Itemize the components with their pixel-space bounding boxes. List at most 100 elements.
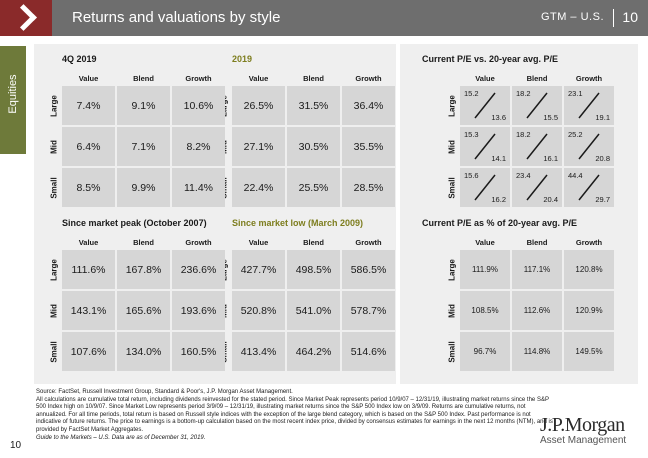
return-cell: 28.5% — [342, 168, 395, 207]
pe-cell: 18.2 15.5 — [512, 86, 562, 125]
return-cell: 541.0% — [287, 291, 340, 330]
current-pe: 25.2 — [568, 130, 583, 139]
current-pe: 15.3 — [464, 130, 479, 139]
pe-pct-cell: 96.7% — [460, 332, 510, 371]
return-cell: 9.1% — [117, 86, 170, 125]
row-label-large: Large — [49, 258, 59, 281]
return-cell: 35.5% — [342, 127, 395, 166]
pe-cell: 23.4 20.4 — [512, 168, 562, 207]
return-cell: 10.6% — [172, 86, 225, 125]
avg-pe: 16.2 — [491, 195, 506, 204]
pe-cell: 44.4 29.7 — [564, 168, 614, 207]
diagonal-divider — [564, 168, 614, 207]
diagonal-divider — [564, 127, 614, 166]
logo-subtitle: Asset Management — [540, 435, 627, 446]
col-header-blend: Blend — [303, 238, 324, 247]
avg-pe: 16.1 — [543, 154, 558, 163]
return-cell: 31.5% — [287, 86, 340, 125]
pe-vs-avg-grid: 15.2 13.6 18.2 15.5 23.1 19.1 15.3 14.1 18.2… — [460, 86, 614, 207]
avg-pe: 20.4 — [543, 195, 558, 204]
col-header-growth: Growth — [575, 238, 603, 247]
col-header-growth: Growth — [185, 238, 212, 247]
avg-pe: 29.7 — [595, 195, 610, 204]
pe-vs-avg-title: Current P/E vs. 20-year avg. P/E — [422, 54, 559, 64]
guide-note: Guide to the Markets – U.S. Data are as … — [36, 434, 206, 441]
pe-pct-cell: 112.6% — [512, 291, 562, 330]
return-cell: 520.8% — [232, 291, 285, 330]
current-pe: 15.6 — [464, 171, 479, 180]
pe-cell: 15.2 13.6 — [460, 86, 510, 125]
avg-pe: 15.5 — [543, 113, 558, 122]
diagonal-divider — [460, 86, 510, 125]
avg-pe: 13.6 — [491, 113, 506, 122]
pe-pct-cell: 114.8% — [512, 332, 562, 371]
pe-pct-cell: 108.5% — [460, 291, 510, 330]
row-label-large: Large — [447, 258, 457, 281]
return-cell: 7.4% — [62, 86, 115, 125]
diagonal-divider — [512, 168, 562, 207]
current-pe: 18.2 — [516, 89, 531, 98]
current-pe: 23.1 — [568, 89, 583, 98]
return-cell: 26.5% — [232, 86, 285, 125]
pe-pct-cell: 120.9% — [564, 291, 614, 330]
row-label-mid: Mid — [447, 303, 457, 318]
return-cell: 586.5% — [342, 250, 395, 289]
logo-wordmark: J.P.Morgan — [540, 414, 625, 436]
row-label-mid: Mid — [49, 303, 59, 318]
return-cell: 578.7% — [342, 291, 395, 330]
row-label-small: Small — [447, 340, 457, 363]
row-label-large: Large — [447, 94, 457, 117]
avg-pe: 19.1 — [595, 113, 610, 122]
header-page-number: 10 — [622, 9, 638, 25]
since-low-title: Since market low (March 2009) — [232, 218, 364, 228]
return-cell: 30.5% — [287, 127, 340, 166]
since-peak-grid: 111.6% 167.8% 236.6% 143.1% 165.6% 193.6… — [62, 250, 225, 371]
current-pe: 23.4 — [516, 171, 531, 180]
return-cell: 134.0% — [117, 332, 170, 371]
return-cell: 111.6% — [62, 250, 115, 289]
return-cell: 236.6% — [172, 250, 225, 289]
row-label-small: Small — [447, 176, 457, 199]
pe-cell: 23.1 19.1 — [564, 86, 614, 125]
return-cell: 427.7% — [232, 250, 285, 289]
row-label-mid: Mid — [447, 139, 457, 154]
row-label-large: Large — [49, 94, 59, 117]
current-pe: 15.2 — [464, 89, 479, 98]
avg-pe: 14.1 — [491, 154, 506, 163]
col-header-blend: Blend — [526, 238, 548, 247]
col-header-blend: Blend — [303, 74, 324, 83]
row-label-mid: Mid — [49, 139, 59, 154]
col-header-blend: Blend — [133, 74, 154, 83]
col-header-growth: Growth — [355, 238, 382, 247]
year-2019-title: 2019 — [232, 54, 253, 64]
pe-pct-cell: 149.5% — [564, 332, 614, 371]
pe-cell: 18.2 16.1 — [512, 127, 562, 166]
col-header-value: Value — [248, 74, 269, 83]
gtm-label: GTM – U.S. — [540, 11, 604, 23]
avg-pe: 20.8 — [595, 154, 610, 163]
since-low-grid: 427.7% 498.5% 586.5% 520.8% 541.0% 578.7… — [232, 250, 395, 371]
year-2019-grid: 26.5% 31.5% 36.4% 27.1% 30.5% 35.5% 22.4… — [232, 86, 395, 207]
return-cell: 36.4% — [342, 86, 395, 125]
return-cell: 9.9% — [117, 168, 170, 207]
q4-2019-grid: 7.4% 9.1% 10.6% 6.4% 7.1% 8.2% 8.5% 9.9%… — [62, 86, 225, 207]
current-pe: 44.4 — [568, 171, 583, 180]
since-peak-title: Since market peak (October 2007) — [62, 218, 207, 228]
return-cell: 22.4% — [232, 168, 285, 207]
return-cell: 165.6% — [117, 291, 170, 330]
header-divider — [613, 9, 614, 27]
footnotes: Source: FactSet, Russell Investment Grou… — [36, 389, 556, 442]
header-bar: Returns and valuations by style GTM – U.… — [0, 0, 648, 36]
col-header-value: Value — [78, 74, 99, 83]
return-cell: 413.4% — [232, 332, 285, 371]
return-cell: 25.5% — [287, 168, 340, 207]
pe-pct-title: Current P/E as % of 20-year avg. P/E — [422, 218, 578, 228]
col-header-value: Value — [78, 238, 99, 247]
diagonal-divider — [460, 127, 510, 166]
return-cell: 7.1% — [117, 127, 170, 166]
col-header-value: Value — [248, 238, 269, 247]
return-cell: 464.2% — [287, 332, 340, 371]
current-pe: 18.2 — [516, 130, 531, 139]
col-header-value: Value — [475, 238, 495, 247]
col-header-growth: Growth — [185, 74, 212, 83]
